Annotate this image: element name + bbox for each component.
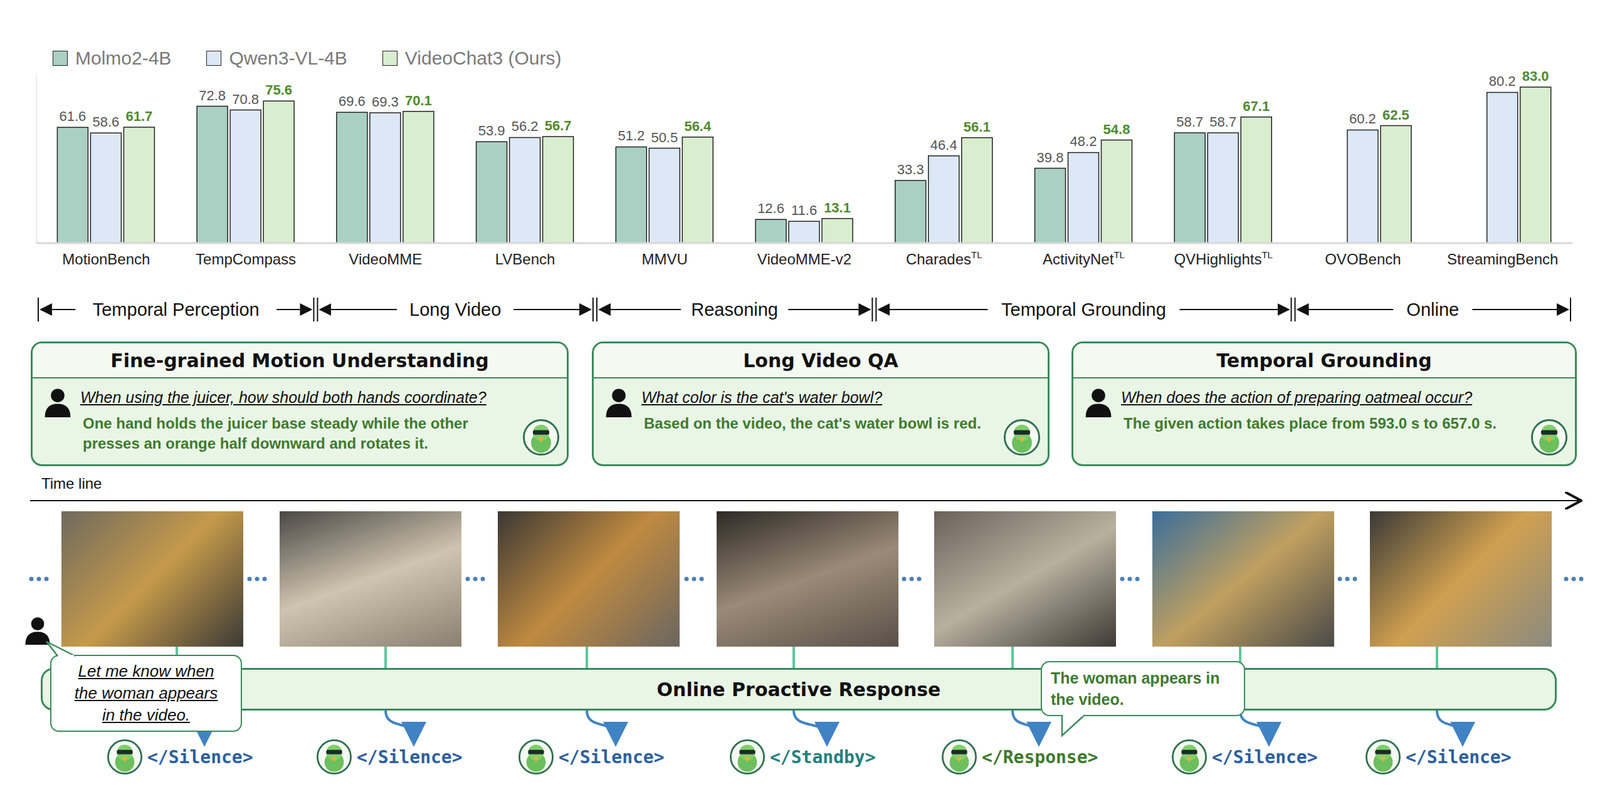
svg-text:61.6: 61.6 [58, 108, 86, 125]
html-text:Fine-grained Motion Understand: Fine-grained Motion Understanding [110, 349, 489, 372]
svg-text:QVHighlightsTL: QVHighlightsTL [1173, 249, 1273, 268]
svg-text:VideoMME: VideoMME [348, 250, 422, 268]
html-text:Time line: Time line [41, 475, 102, 493]
svg-text:58.6: 58.6 [92, 114, 120, 130]
svg-text:70.1: 70.1 [405, 92, 432, 109]
html-text:</Response>: </Response> [981, 747, 1099, 768]
svg-text:33.3: 33.3 [897, 161, 925, 178]
html-text:Long Video QA: Long Video QA [743, 349, 899, 372]
svg-text:Online: Online [1406, 299, 1459, 320]
svg-text:Temporal Perception: Temporal Perception [92, 299, 260, 320]
svg-text:MotionBench: MotionBench [62, 250, 150, 268]
svg-text:46.4: 46.4 [930, 137, 958, 153]
html-text:Temporal Grounding: Temporal Grounding [1216, 349, 1432, 372]
html-text:</Silence>: </Silence> [1211, 747, 1318, 768]
html-text:One hand holds the juicer base: One hand holds the juicer base steady wh… [82, 415, 469, 453]
html-text:Based on the video, the cat's: Based on the video, the cat's water bowl… [643, 415, 982, 432]
html-text:Molmo2-4B: Molmo2-4B [75, 47, 172, 69]
svg-text:11.6: 11.6 [791, 202, 817, 219]
html-text:The given action takes place f: The given action takes place from 593.0 … [1123, 415, 1497, 432]
svg-text:ActivityNetTL: ActivityNetTL [1042, 249, 1125, 268]
svg-text:Long Video: Long Video [409, 299, 501, 320]
svg-text:56.7: 56.7 [544, 117, 572, 134]
svg-text:72.8: 72.8 [198, 87, 226, 104]
html-text:the video.: the video. [1050, 690, 1124, 709]
svg-text:StreamingBench: StreamingBench [1447, 250, 1558, 268]
svg-text:54.8: 54.8 [1103, 121, 1131, 138]
html-text:</Silence>: </Silence> [356, 747, 463, 768]
svg-text:67.1: 67.1 [1242, 98, 1270, 115]
html-text:What color is the cat's water: What color is the cat's water bowl? [641, 388, 883, 407]
svg-text:53.9: 53.9 [478, 122, 506, 139]
svg-text:62.5: 62.5 [1382, 107, 1410, 123]
svg-text:56.1: 56.1 [963, 119, 991, 135]
svg-text:Reasoning: Reasoning [690, 299, 779, 320]
svg-text:12.6: 12.6 [757, 200, 785, 217]
svg-text:56.2: 56.2 [511, 118, 539, 135]
svg-text:75.6: 75.6 [265, 82, 293, 98]
html-text:</Silence>: </Silence> [1405, 747, 1512, 768]
html-text:</Silence>: </Silence> [558, 747, 665, 768]
svg-text:69.3: 69.3 [371, 94, 399, 110]
svg-text:39.8: 39.8 [1036, 149, 1064, 166]
html-text:Let me know when: Let me know when [78, 662, 215, 681]
html-text:the woman appears: the woman appears [74, 684, 218, 703]
svg-text:80.2: 80.2 [1489, 73, 1516, 90]
svg-text:CharadesTL: CharadesTL [905, 249, 983, 268]
svg-text:58.7: 58.7 [1209, 114, 1237, 130]
svg-text:60.2: 60.2 [1349, 110, 1377, 127]
svg-text:70.8: 70.8 [231, 91, 259, 108]
svg-text:56.4: 56.4 [684, 118, 712, 135]
svg-text:TempCompass: TempCompass [195, 250, 296, 268]
html-text:</Silence>: </Silence> [147, 747, 254, 768]
html-text:When using the juicer, how sho: When using the juicer, how should both h… [80, 388, 487, 407]
html-text:When does the action of prepar: When does the action of preparing oatmea… [1121, 388, 1473, 407]
svg-text:69.6: 69.6 [338, 93, 366, 110]
svg-text:Temporal Grounding: Temporal Grounding [1001, 299, 1167, 320]
html-text:Online Proactive Response: Online Proactive Response [656, 678, 941, 701]
svg-text:83.0: 83.0 [1522, 68, 1550, 85]
svg-text:61.7: 61.7 [125, 108, 153, 125]
html-text:The woman appears in: The woman appears in [1050, 669, 1220, 688]
svg-text:58.7: 58.7 [1176, 114, 1204, 130]
svg-text:13.1: 13.1 [823, 200, 851, 216]
svg-text:MMVU: MMVU [642, 250, 688, 268]
svg-text:50.5: 50.5 [650, 129, 678, 146]
svg-text:51.2: 51.2 [617, 127, 645, 144]
svg-text:48.2: 48.2 [1070, 133, 1098, 150]
html-text:Qwen3-VL-4B: Qwen3-VL-4B [229, 47, 348, 69]
html-text:VideoChat3 (Ours): VideoChat3 (Ours) [404, 47, 562, 69]
svg-text:VideoMME-v2: VideoMME-v2 [757, 250, 852, 268]
html-text:</Standby>: </Standby> [769, 747, 876, 768]
svg-text:LVBench: LVBench [495, 250, 556, 268]
html-text:in the video.: in the video. [102, 705, 191, 725]
svg-text:OVOBench: OVOBench [1324, 250, 1401, 268]
